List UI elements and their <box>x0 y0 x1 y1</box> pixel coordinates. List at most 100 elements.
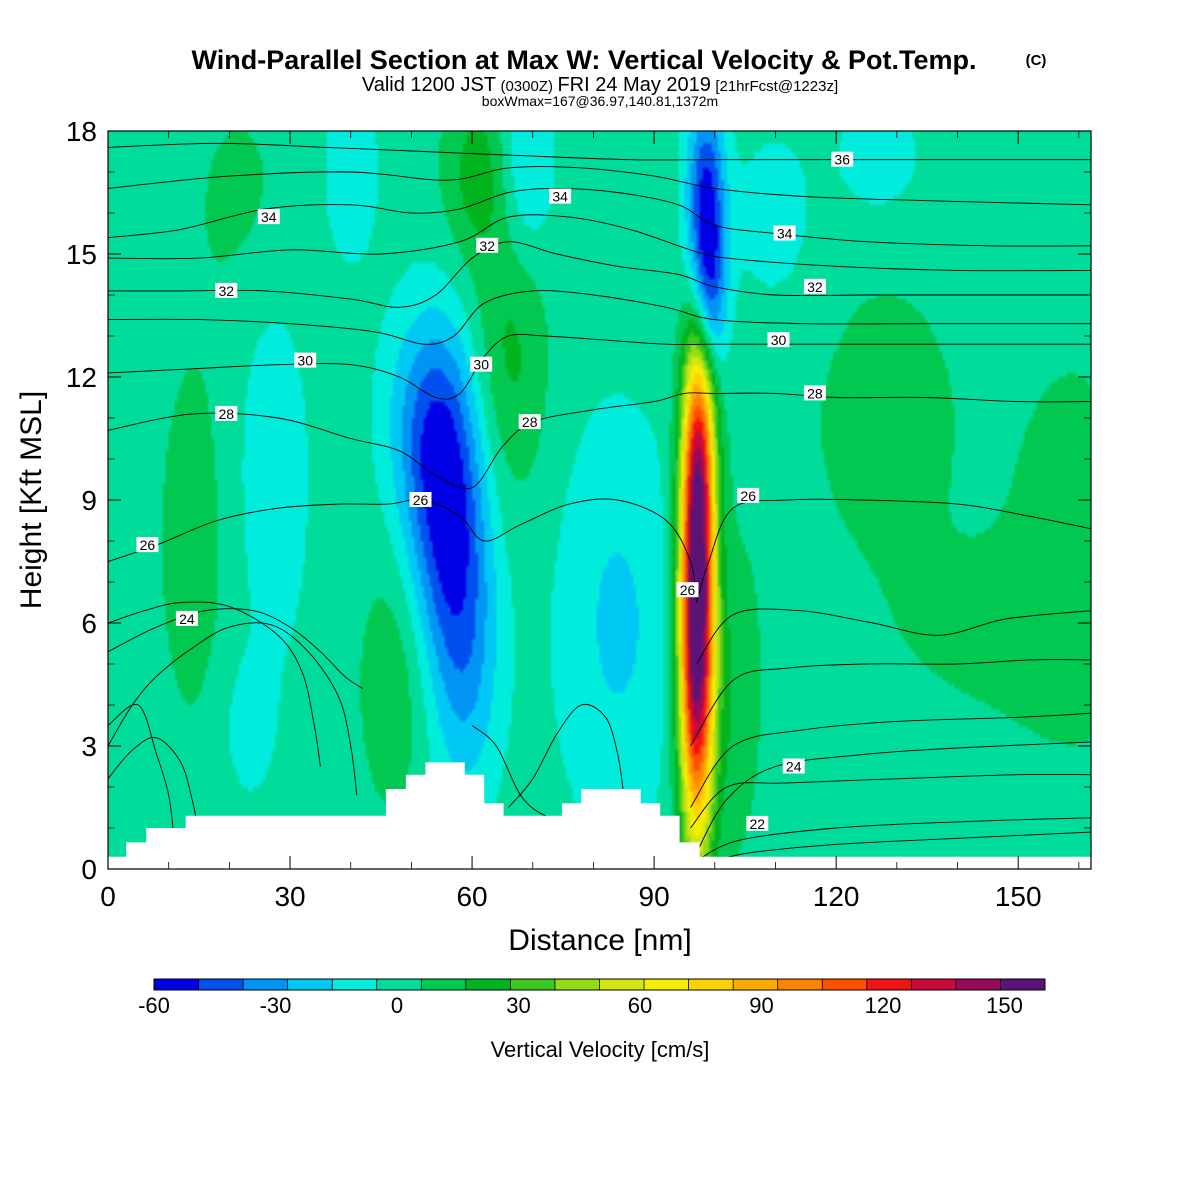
colorbar-swatch <box>376 979 422 990</box>
theta-contour-line <box>108 703 176 845</box>
contour-label: 36 <box>831 151 854 168</box>
colorbar-swatch <box>911 979 957 990</box>
theta-contour-line <box>108 214 1091 272</box>
contour-label-box <box>409 492 432 507</box>
y-tick-label: 3 <box>81 731 97 762</box>
theta-contour-line <box>108 601 321 767</box>
contour-label-box <box>676 582 699 598</box>
colorbar-swatch <box>287 979 333 990</box>
subtitle-utc: (0300Z) <box>500 78 553 95</box>
subtitle-valid: Valid 1200 JST <box>362 74 496 96</box>
contour-label-box <box>803 385 826 401</box>
contour-label-text: 26 <box>413 492 429 508</box>
contour-label-text: 32 <box>219 283 235 299</box>
theta-contour-line <box>696 817 1091 862</box>
contour-label-box <box>470 356 493 372</box>
theta-contour-line <box>108 142 1091 161</box>
contour-label-text: 34 <box>777 226 793 242</box>
colorbar-swatch <box>599 979 645 990</box>
contour-label: 22 <box>746 815 769 832</box>
contour-label: 32 <box>803 278 826 295</box>
theta-contour-line <box>690 659 1091 747</box>
contour-label: 26 <box>136 537 159 553</box>
contour-label-box <box>803 278 826 294</box>
contour-label-box <box>737 487 760 503</box>
colorbar-tick-label: 30 <box>506 993 530 1018</box>
subtitle-date: FRI 24 May 2019 <box>557 74 710 96</box>
contour-labels: 22 24 24 26 26 26 26 28 28 28 30 30 30 32 32 32 34 34 34 36 <box>136 151 854 832</box>
contour-label-text: 22 <box>750 816 766 832</box>
colorbar-tick-label: 150 <box>986 993 1023 1018</box>
contour-label-box <box>518 414 541 430</box>
x-tick-label: 30 <box>274 881 305 912</box>
contour-label-box <box>215 405 238 421</box>
theta-contour-line <box>690 773 1091 829</box>
contour-label-box <box>215 282 238 298</box>
colorbar-swatch <box>154 979 199 990</box>
contour-label-text: 32 <box>479 238 495 254</box>
subtitle-forecast: [21hrFcst@1223z] <box>715 78 838 95</box>
chart-subtitle: Valid 1200 JST (0300Z) FRI 24 May 2019 [… <box>362 74 838 96</box>
contour-label-text: 26 <box>680 582 696 598</box>
contour-label-text: 24 <box>786 759 802 775</box>
colorbar-swatch <box>465 979 511 990</box>
contour-label: 30 <box>470 356 493 373</box>
copyright-mark: (C) <box>1026 52 1047 69</box>
colorbar-swatch <box>510 979 556 990</box>
terrain <box>108 762 1091 869</box>
contour-label-box <box>175 610 198 626</box>
theta-contour-line <box>108 241 1091 308</box>
contour-label-box <box>746 815 769 831</box>
theta-contour-line <box>696 608 1091 665</box>
contour-label: 26 <box>676 582 699 598</box>
contour-label-text: 28 <box>219 406 235 422</box>
x-axis-label: Distance [nm] <box>508 924 691 957</box>
contour-label-box <box>136 537 159 553</box>
contour-label: 34 <box>257 209 280 225</box>
colorbar-swatch <box>554 979 600 990</box>
theta-contour-line <box>108 498 698 603</box>
contour-label-box <box>476 237 499 253</box>
contour-label: 34 <box>773 225 796 242</box>
chart-title: Wind-Parallel Section at Max W: Vertical… <box>192 45 977 75</box>
theta-contour-line <box>690 712 1091 808</box>
colorbar-swatch <box>822 979 868 990</box>
contour-label-text: 34 <box>261 209 277 225</box>
colorbar: -60 -30 0 30 60 90 120 150 <box>138 978 1046 1018</box>
colorbar-tick-label: -60 <box>138 993 170 1018</box>
colorbar-frame <box>153 978 1046 991</box>
contour-label: 28 <box>215 405 238 422</box>
contour-label-box <box>294 352 317 368</box>
vertical-velocity-field <box>108 131 1091 869</box>
y-tick-label: 6 <box>81 608 97 639</box>
contour-label-text: 26 <box>140 537 156 553</box>
contour-label: 32 <box>215 282 238 299</box>
colorbar-swatch <box>1000 979 1046 990</box>
contour-label-text: 28 <box>807 385 823 401</box>
contour-label: 26 <box>409 492 432 508</box>
contour-label: 30 <box>767 332 790 348</box>
y-tick-label: 0 <box>81 854 97 885</box>
colorbar-tick-label: 90 <box>749 993 773 1018</box>
contour-label-box <box>767 332 790 348</box>
colorbar-swatch <box>777 979 823 990</box>
colorbar-swatch <box>644 979 689 990</box>
contour-label-text: 30 <box>297 353 313 369</box>
x-tick-label: 120 <box>813 881 860 912</box>
contour-label-text: 28 <box>522 414 538 430</box>
contour-label: 26 <box>737 487 760 504</box>
contour-label-text: 24 <box>179 611 195 627</box>
contour-label-text: 30 <box>473 357 489 373</box>
x-tick-label: 90 <box>639 881 670 912</box>
contour-label: 34 <box>549 188 572 205</box>
theta-contour-line <box>696 498 1091 603</box>
theta-contour-line <box>108 392 1091 490</box>
colorbar-swatch <box>332 979 378 990</box>
colorbar-swatch <box>243 979 289 990</box>
contour-label-box <box>831 151 854 167</box>
colorbar-tick-label: 0 <box>391 993 403 1018</box>
y-tick-label: 12 <box>66 362 97 393</box>
colorbar-title: Vertical Velocity [cm/s] <box>491 1037 710 1062</box>
